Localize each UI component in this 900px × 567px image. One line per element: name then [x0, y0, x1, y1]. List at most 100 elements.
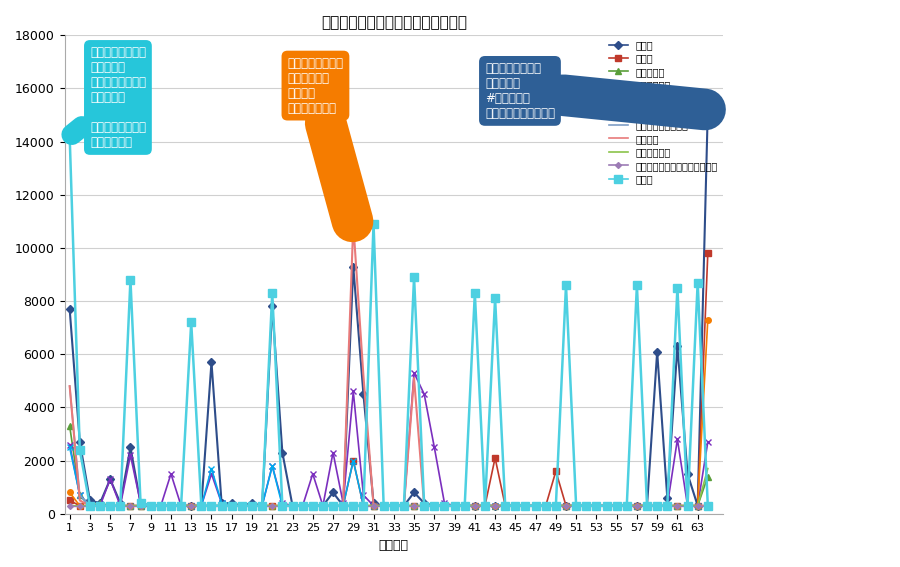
スペシャリスト — [429, 502, 440, 509]
家族ノカタチ — [418, 502, 429, 509]
Text: ツイート総数２位
「真田丸」
初回からツイート
件数は好調

「黙れ小童ぁ！」
で盛り上がる: ツイート総数２位 「真田丸」 初回からツイート 件数は好調 「黙れ小童ぁ！」 で… — [72, 46, 146, 149]
真田丸 — [480, 502, 491, 509]
怪盗山猫 — [702, 502, 713, 509]
怪盗山猫 — [439, 502, 450, 509]
怪盗山猫 — [338, 502, 348, 509]
家族ノカタチ — [378, 502, 389, 509]
フラジャイル — [156, 502, 166, 509]
ヒガンバナ — [156, 502, 166, 509]
わたしを離さないで — [480, 502, 491, 509]
いつ恋 — [145, 502, 156, 509]
ナオミとカナコ — [429, 502, 440, 509]
ヒガンバナ — [702, 473, 713, 480]
Legend: いつ恋, ダメ恋, ヒガンバナ, フラジャイル, スペシャリスト, ナオミとカナコ, わたしを離さないで, 怪盗山猫, 家族ノカタチ, 臨床犯罪学者　火村英生の: いつ恋, ダメ恋, ヒガンバナ, フラジャイル, スペシャリスト, ナオミとカナ… — [608, 40, 718, 184]
X-axis label: 放送回数: 放送回数 — [379, 539, 409, 552]
ダメ恋 — [75, 502, 86, 509]
スペシャリスト — [389, 502, 400, 509]
家族ノカタチ — [64, 502, 75, 509]
真田丸 — [64, 133, 75, 139]
臨床犯罪学者　火村英生の推理 — [480, 502, 491, 509]
フラジャイル — [500, 502, 510, 509]
真田丸 — [338, 502, 348, 509]
ヒガンバナ — [490, 502, 500, 509]
スペシャリスト — [85, 502, 95, 509]
わたしを離さないで — [490, 502, 500, 509]
Line: 家族ノカタチ: 家族ノカタチ — [69, 468, 707, 506]
ヒガンバナ — [338, 502, 348, 509]
Line: わたしを離さないで: わたしを離さないで — [69, 386, 707, 506]
いつ恋 — [338, 502, 348, 509]
Line: ダメ恋: ダメ恋 — [67, 251, 711, 509]
ナオミとカナコ — [389, 502, 400, 509]
フラジャイル — [389, 502, 400, 509]
ナオミとカナコ — [75, 502, 86, 509]
ヒガンバナ — [85, 502, 95, 509]
フラジャイル — [490, 502, 500, 509]
わたしを離さないで — [338, 502, 348, 509]
怪盗山猫 — [490, 502, 500, 509]
臨床犯罪学者　火村英生の推理 — [378, 502, 389, 509]
臨床犯罪学者　火村英生の推理 — [418, 502, 429, 509]
スペシャリスト — [64, 444, 75, 451]
怪盗山猫 — [500, 502, 510, 509]
いつ恋 — [702, 107, 713, 113]
いつ恋 — [429, 502, 440, 509]
ダメ恋 — [389, 502, 400, 509]
怪盗山猫 — [64, 383, 75, 390]
ダメ恋 — [338, 502, 348, 509]
臨床犯罪学者　火村英生の推理 — [470, 502, 481, 509]
真田丸 — [429, 502, 440, 509]
真田丸 — [702, 502, 713, 509]
ナオミとカナコ — [490, 502, 500, 509]
わたしを離さないで — [429, 502, 440, 509]
ダメ恋 — [64, 497, 75, 504]
真田丸 — [85, 502, 95, 509]
家族ノカタチ — [702, 465, 713, 472]
Text: ツイート総数３位
「怪盗山猫」
第６話に
堀北真希が出演: ツイート総数３位 「怪盗山猫」 第６話に 堀北真希が出演 — [287, 57, 353, 221]
フラジャイル — [702, 438, 713, 445]
スペシャリスト — [156, 502, 166, 509]
いつ恋 — [480, 502, 491, 509]
Line: ナオミとカナコ: ナオミとカナコ — [67, 317, 711, 509]
真田丸 — [389, 502, 400, 509]
Title: 放送第１回目からのツイート数推移: 放送第１回目からのツイート数推移 — [320, 15, 467, 30]
家族ノカタチ — [328, 502, 338, 509]
スペシャリスト — [490, 502, 500, 509]
ヒガンバナ — [480, 502, 491, 509]
怪盗山猫 — [85, 502, 95, 509]
ナオミとカナコ — [480, 502, 491, 509]
フラジャイル — [338, 500, 348, 506]
ヒガンバナ — [389, 502, 400, 509]
ダメ恋 — [490, 455, 500, 462]
Text: ツイート総数１位
「いつ恋」
#音ちゃんに
ふさわしい相手大投票: ツイート総数１位 「いつ恋」 #音ちゃんに ふさわしい相手大投票 — [485, 62, 705, 120]
Line: 怪盗山猫: 怪盗山猫 — [69, 224, 707, 506]
スペシャリスト — [702, 502, 713, 509]
ダメ恋 — [156, 502, 166, 509]
いつ恋 — [389, 502, 400, 509]
ナオミとカナコ — [702, 316, 713, 323]
ナオミとカナコ — [64, 489, 75, 496]
ヒガンバナ — [429, 502, 440, 509]
わたしを離さないで — [702, 502, 713, 509]
わたしを離さないで — [64, 383, 75, 390]
ヒガンバナ — [64, 422, 75, 429]
臨床犯罪学者　火村英生の推理 — [328, 502, 338, 509]
ダメ恋 — [702, 250, 713, 257]
家族ノカタチ — [480, 502, 491, 509]
臨床犯罪学者　火村英生の推理 — [64, 502, 75, 509]
スペシャリスト — [338, 502, 348, 509]
ダメ恋 — [480, 502, 491, 509]
臨床犯罪学者　火村英生の推理 — [145, 502, 156, 509]
ナオミとカナコ — [338, 502, 348, 509]
フラジャイル — [85, 502, 95, 509]
フラジャイル — [439, 500, 450, 506]
Line: ヒガンバナ: ヒガンバナ — [67, 423, 711, 509]
ダメ恋 — [429, 502, 440, 509]
怪盗山猫 — [348, 221, 359, 227]
怪盗山猫 — [399, 502, 410, 509]
わたしを離さないで — [156, 502, 166, 509]
Line: 臨床犯罪学者　火村英生の推理: 臨床犯罪学者 火村英生の推理 — [68, 503, 710, 508]
Line: いつ恋: いつ恋 — [67, 107, 711, 509]
怪盗山猫 — [156, 502, 166, 509]
フラジャイル — [409, 370, 419, 376]
